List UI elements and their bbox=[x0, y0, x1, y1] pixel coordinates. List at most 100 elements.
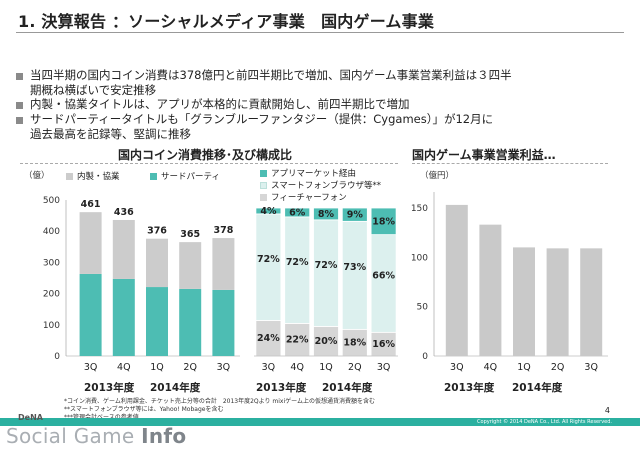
bullet-text: 過去最高を記録等、堅調に推移 bbox=[30, 127, 191, 141]
chart1-bar-third-party bbox=[79, 273, 102, 356]
chart2-data-label: 20% bbox=[315, 336, 338, 347]
chart3-unit: （億円） bbox=[420, 171, 455, 181]
section-heading-coin: 国内コイン消費推移･及び構成比 bbox=[118, 148, 293, 162]
legend-label: スマートフォンブラウザ等** bbox=[271, 181, 381, 191]
chart2-xtick-label: 1Q bbox=[319, 362, 333, 373]
chart1-xtick-label: 4Q bbox=[117, 362, 131, 373]
watermark: Social Game Info bbox=[6, 424, 186, 448]
chart2-data-label: 72% bbox=[315, 260, 338, 271]
chart1-bar-third-party bbox=[112, 278, 135, 356]
chart1-xtick-label: 1Q bbox=[150, 362, 164, 373]
chart3-xtick-label: 1Q bbox=[517, 362, 531, 373]
copyright: Copyright © 2014 DeNA Co., Ltd. All Righ… bbox=[477, 419, 612, 425]
chart2-data-label: 18% bbox=[343, 338, 366, 349]
section-divider bbox=[412, 163, 608, 164]
chart1-bar-third-party bbox=[212, 289, 235, 356]
chart2-data-label: 24% bbox=[257, 333, 280, 344]
chart1-bar-third-party bbox=[146, 287, 168, 356]
chart3-ytick-label: 100 bbox=[411, 253, 428, 263]
footnotes: *コイン消費、ゲーム利用課金、チケット売上分等の合計 2013年度2Qより mi… bbox=[64, 398, 375, 422]
chart1-fy-2013: 2013年度 bbox=[84, 382, 135, 394]
bullet-text: 内製・協業タイトルは、アプリが本格的に貢献開始し、前四半期比で増加 bbox=[30, 97, 410, 111]
chart1-xtick-label: 3Q bbox=[217, 362, 231, 373]
bullet-text: 期概ね横ばいで安定推移 bbox=[30, 83, 157, 97]
chart1-ytick-label: 400 bbox=[43, 227, 60, 237]
page-number: 4 bbox=[604, 406, 610, 415]
legend-swatch bbox=[150, 172, 157, 180]
chart2-data-label: 73% bbox=[343, 262, 366, 273]
chart1-total-label: 436 bbox=[114, 207, 134, 218]
slide-title: 1. 決算報告 ：ソーシャルメディア事業 国内ゲーム事業 bbox=[18, 12, 435, 31]
chart1-unit: （億） bbox=[24, 171, 50, 181]
chart1-xtick-label: 3Q bbox=[84, 362, 98, 373]
chart1-bar-inhouse bbox=[212, 238, 235, 290]
chart1-ytick-label: 300 bbox=[43, 258, 60, 268]
chart2-data-label: 72% bbox=[286, 257, 309, 268]
chart2-data-label: 18% bbox=[372, 216, 395, 227]
chart1-bar-inhouse bbox=[146, 238, 168, 288]
chart1-bar-inhouse bbox=[179, 242, 202, 289]
chart3-fy-2013: 2013年度 bbox=[444, 382, 495, 394]
chart1-bar-inhouse bbox=[112, 219, 135, 279]
chart3-ytick-label: 150 bbox=[411, 204, 428, 214]
chart2-data-label: 4% bbox=[260, 206, 277, 217]
chart2-legend-app: アプリマーケット経由 bbox=[260, 167, 356, 179]
bullet-marker bbox=[16, 73, 23, 80]
chart3-bar bbox=[479, 224, 502, 356]
footnote: *コイン消費、ゲーム利用課金、チケット売上分等の合計 2013年度2Qより mi… bbox=[64, 398, 375, 405]
chart1-ytick-label: 200 bbox=[43, 290, 60, 300]
chart3-ytick-label: 50 bbox=[417, 303, 429, 313]
title-divider bbox=[16, 32, 624, 33]
chart3-xtick-label: 2Q bbox=[551, 362, 565, 373]
dena-logo: DeNA bbox=[18, 413, 43, 422]
chart2-xtick-label: 4Q bbox=[290, 362, 304, 373]
chart2-bar-sp-browser bbox=[284, 216, 311, 324]
chart1-legend-inhouse: 内製・協業 bbox=[66, 170, 120, 182]
chart2-fy-2013: 2013年度 bbox=[256, 382, 307, 394]
chart2-bar-feature-phone bbox=[255, 320, 282, 357]
chart2-bar-feature-phone bbox=[313, 325, 339, 357]
chart1-total-label: 376 bbox=[147, 226, 167, 237]
chart2-fy-2014: 2014年度 bbox=[322, 382, 373, 394]
chart2-bar-sp-browser bbox=[341, 220, 368, 330]
chart3-xtick-label: 3Q bbox=[450, 362, 464, 373]
chart2-bar-app-market bbox=[341, 207, 368, 222]
chart2-bar-app-market bbox=[255, 207, 282, 215]
chart3-bar bbox=[445, 204, 468, 356]
bullet-text: サードパーティータイトルも「グランブルーファンタジー（提供：Cygames）」が… bbox=[30, 112, 494, 126]
chart3-bar bbox=[580, 248, 603, 356]
chart2-bar-app-market bbox=[313, 207, 339, 221]
chart2-xtick-label: 3Q bbox=[262, 362, 276, 373]
chart2-data-label: 16% bbox=[372, 339, 395, 350]
chart2-legend-sp-browser: スマートフォンブラウザ等** bbox=[260, 179, 381, 191]
section-divider bbox=[20, 163, 398, 164]
chart1-fy-2014: 2014年度 bbox=[150, 382, 201, 394]
chart2-data-label: 8% bbox=[318, 209, 335, 220]
chart1-total-label: 378 bbox=[213, 225, 233, 236]
chart3-xtick-label: 3Q bbox=[584, 362, 598, 373]
footer-bar bbox=[0, 418, 640, 426]
chart1-total-label: 461 bbox=[81, 199, 101, 210]
bullet-marker bbox=[16, 117, 23, 124]
legend-swatch bbox=[66, 172, 73, 180]
bullet-text: 当四半期の国内コイン消費は378億円と前四半期比で増加、国内ゲーム事業営業利益は… bbox=[30, 68, 512, 82]
chart1-ytick-label: 500 bbox=[43, 196, 60, 206]
chart1-legend-third-party: サードパーティ bbox=[150, 170, 220, 182]
footnote: **スマートフォンブラウザ等には、Yahoo! Mobageを含む bbox=[64, 406, 224, 413]
chart2-legend-feature-phone: フィーチャーフォン bbox=[260, 191, 347, 203]
chart1-ytick-label: 100 bbox=[43, 321, 60, 331]
chart2-bar-sp-browser bbox=[255, 213, 282, 321]
chart2-xtick-label: 3Q bbox=[377, 362, 391, 373]
legend-swatch bbox=[260, 169, 267, 177]
chart2-bar-app-market bbox=[370, 207, 397, 236]
chart3-ytick-label: 0 bbox=[422, 352, 428, 362]
chart1-ytick-label: 0 bbox=[54, 352, 60, 362]
chart1-bar-inhouse bbox=[79, 212, 102, 274]
chart2-bar-sp-browser bbox=[313, 219, 339, 327]
legend-label: サードパーティ bbox=[161, 172, 220, 182]
chart2-data-label: 66% bbox=[372, 271, 395, 282]
chart3-xtick-label: 4Q bbox=[484, 362, 498, 373]
footnote: ***管理会計ベースの参考値 bbox=[64, 414, 375, 422]
legend-label: アプリマーケット経由 bbox=[271, 169, 357, 179]
